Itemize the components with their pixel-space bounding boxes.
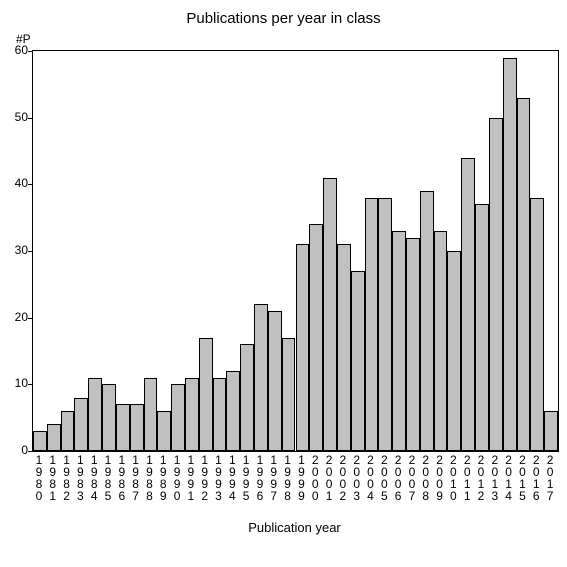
bar: [47, 424, 61, 451]
x-tick-label: 1987: [129, 454, 143, 502]
chart-container: Publications per year in class #P Public…: [0, 0, 567, 567]
x-tick-label: 1981: [46, 454, 60, 502]
x-tick-label: 2007: [405, 454, 419, 502]
y-tick-mark: [28, 184, 33, 185]
x-axis-title: Publication year: [32, 520, 557, 535]
bar: [503, 58, 517, 451]
x-tick-label: 2010: [446, 454, 460, 502]
x-tick-label: 2000: [308, 454, 322, 502]
bar: [88, 378, 102, 451]
bar: [185, 378, 199, 451]
x-tick-label: 1998: [281, 454, 295, 502]
x-tick-label: 1992: [198, 454, 212, 502]
bar: [434, 231, 448, 451]
y-tick-label: 50: [0, 110, 28, 124]
x-tick-label: 2011: [460, 454, 474, 502]
bar: [461, 158, 475, 451]
y-tick-mark: [28, 51, 33, 52]
bar: [323, 178, 337, 451]
y-tick-mark: [28, 118, 33, 119]
y-tick-label: 60: [0, 43, 28, 57]
bar: [102, 384, 116, 451]
bar: [447, 251, 461, 451]
x-tick-label: 1997: [267, 454, 281, 502]
bar: [199, 338, 213, 451]
bar: [116, 404, 130, 451]
bar: [130, 404, 144, 451]
bar: [171, 384, 185, 451]
x-tick-label: 1995: [239, 454, 253, 502]
x-tick-label: 1994: [225, 454, 239, 502]
y-tick-mark: [28, 451, 33, 452]
bar: [351, 271, 365, 451]
x-tick-label: 2005: [377, 454, 391, 502]
x-tick-label: 1999: [295, 454, 309, 502]
bar: [489, 118, 503, 451]
bar: [530, 198, 544, 451]
x-tick-label: 2001: [322, 454, 336, 502]
bar: [296, 244, 310, 451]
bar: [61, 411, 75, 451]
bar: [240, 344, 254, 451]
bar: [268, 311, 282, 451]
chart-title: Publications per year in class: [0, 10, 567, 27]
y-tick-mark: [28, 384, 33, 385]
x-tick-label: 2008: [419, 454, 433, 502]
y-tick-mark: [28, 251, 33, 252]
bar: [378, 198, 392, 451]
x-tick-label: 2013: [488, 454, 502, 502]
y-tick-label: 0: [0, 443, 28, 457]
x-tick-label: 1988: [143, 454, 157, 502]
bar: [282, 338, 296, 451]
x-tick-label: 1991: [184, 454, 198, 502]
bar: [475, 204, 489, 451]
bar: [33, 431, 47, 451]
x-tick-label: 1985: [101, 454, 115, 502]
bar: [337, 244, 351, 451]
bar: [226, 371, 240, 451]
y-tick-label: 10: [0, 376, 28, 390]
x-tick-label: 2009: [433, 454, 447, 502]
y-tick-label: 30: [0, 243, 28, 257]
x-tick-label: 1996: [253, 454, 267, 502]
x-tick-label: 2003: [350, 454, 364, 502]
x-tick-label: 1989: [156, 454, 170, 502]
bar: [544, 411, 558, 451]
x-tick-label: 2017: [543, 454, 557, 502]
x-tick-label: 1982: [60, 454, 74, 502]
y-tick-label: 40: [0, 176, 28, 190]
bar: [254, 304, 268, 451]
x-tick-label: 2004: [364, 454, 378, 502]
bar: [144, 378, 158, 451]
x-tick-label: 1983: [73, 454, 87, 502]
bar: [74, 398, 88, 451]
y-tick-mark: [28, 318, 33, 319]
bar: [365, 198, 379, 451]
x-tick-label: 2016: [529, 454, 543, 502]
plot-area: [32, 50, 559, 452]
x-tick-label: 1986: [115, 454, 129, 502]
x-tick-label: 2002: [336, 454, 350, 502]
bar: [406, 238, 420, 451]
x-tick-label: 2006: [391, 454, 405, 502]
y-tick-label: 20: [0, 310, 28, 324]
bar: [213, 378, 227, 451]
x-tick-label: 2014: [502, 454, 516, 502]
bar: [309, 224, 323, 451]
x-tick-label: 1990: [170, 454, 184, 502]
bar: [157, 411, 171, 451]
x-tick-label: 2012: [474, 454, 488, 502]
bar: [392, 231, 406, 451]
x-tick-label: 1984: [87, 454, 101, 502]
x-tick-label: 2015: [516, 454, 530, 502]
x-tick-label: 1980: [32, 454, 46, 502]
x-tick-label: 1993: [212, 454, 226, 502]
bar: [517, 98, 531, 451]
bar: [420, 191, 434, 451]
